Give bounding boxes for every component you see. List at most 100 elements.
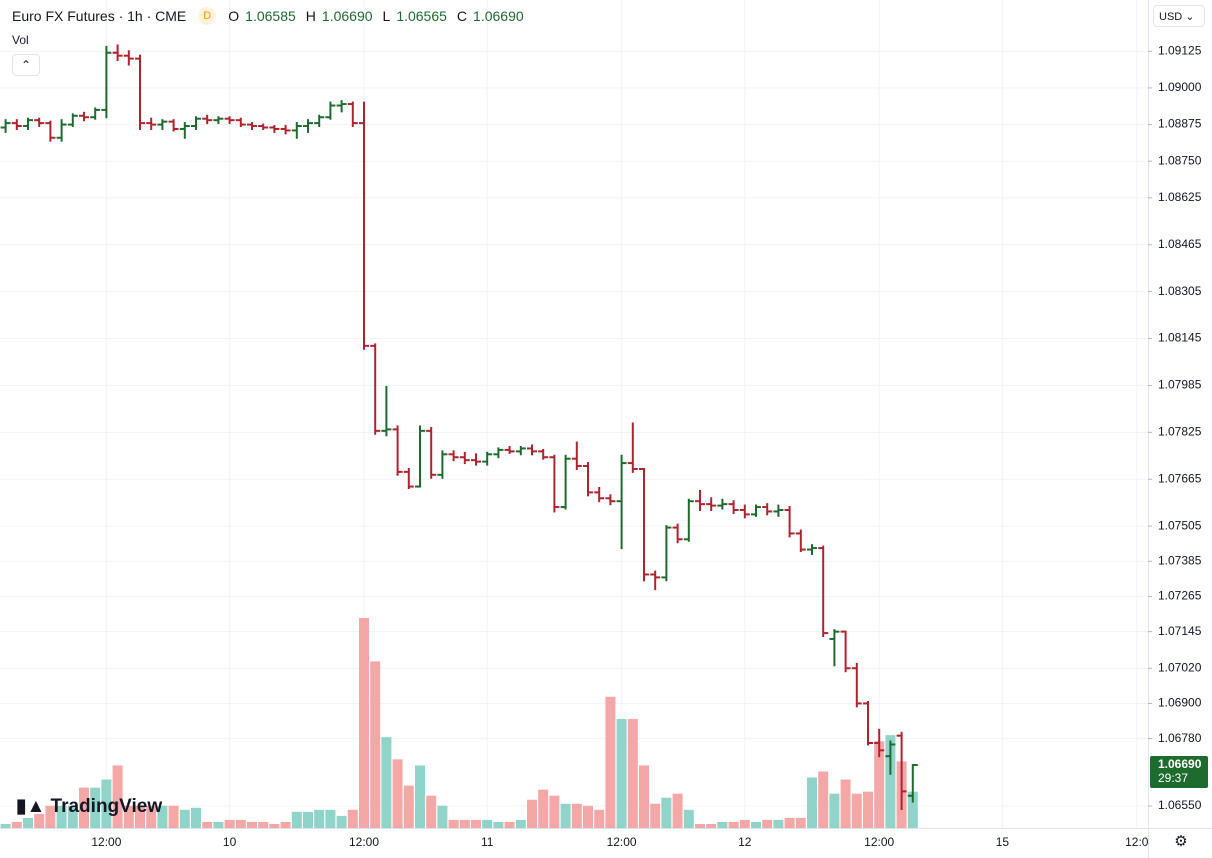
volume-bar bbox=[818, 771, 829, 828]
volume-bar bbox=[863, 791, 873, 828]
volume-bar bbox=[437, 805, 448, 828]
volume-label: Vol bbox=[12, 33, 29, 47]
y-tick-label: 1.08750 bbox=[1158, 153, 1202, 167]
volume-bar bbox=[11, 821, 22, 828]
volume-bar bbox=[213, 821, 224, 828]
volume-bar bbox=[403, 785, 414, 828]
volume-bar bbox=[549, 795, 560, 828]
collapse-button[interactable]: ⌃ bbox=[12, 54, 40, 76]
volume-bar bbox=[45, 805, 56, 828]
volume-bar bbox=[661, 797, 672, 828]
volume-bar bbox=[571, 803, 582, 828]
volume-bar bbox=[874, 741, 885, 828]
volume-bar bbox=[392, 759, 403, 828]
volume-bar bbox=[381, 737, 392, 828]
volume-bar bbox=[90, 787, 101, 828]
low-value: 1.06565 bbox=[396, 8, 447, 24]
y-tick-label: 1.08145 bbox=[1158, 331, 1202, 345]
volume-bar bbox=[415, 765, 425, 828]
volume-bar bbox=[370, 661, 381, 828]
axes: 1.09125 1.09000 1.08875 1.08750 1.08625 1.084… bbox=[91, 43, 1201, 849]
price-tag bbox=[1150, 756, 1208, 788]
volume-bar bbox=[448, 819, 459, 828]
y-tick-label: 1.07145 bbox=[1158, 624, 1202, 638]
y-tick-label: 1.07505 bbox=[1158, 518, 1202, 532]
y-tick-label: 1.06900 bbox=[1158, 696, 1202, 710]
y-tick-label: 1.08625 bbox=[1158, 190, 1202, 204]
logo[interactable]: ▮▲ TradingView bbox=[16, 796, 163, 817]
volume-bar bbox=[493, 821, 504, 828]
volume-bar bbox=[303, 811, 313, 828]
y-tick-label: 1.09125 bbox=[1158, 43, 1202, 57]
y-tick-label: 1.07825 bbox=[1158, 424, 1202, 438]
volume-bar bbox=[583, 805, 593, 828]
volume-bar bbox=[538, 789, 549, 828]
price-tag-countdown: 29:37 bbox=[1158, 771, 1188, 785]
volume-bar bbox=[751, 821, 761, 828]
volume-bar bbox=[247, 821, 257, 828]
logo-text: TradingView bbox=[50, 796, 163, 817]
volume-bar bbox=[347, 809, 358, 828]
y-tick-label: 1.09000 bbox=[1158, 80, 1202, 94]
x-tick-label: 11 bbox=[481, 835, 494, 849]
volume-bar bbox=[885, 735, 896, 828]
grid bbox=[0, 0, 1148, 828]
volume-bar bbox=[179, 809, 190, 828]
volume-bar bbox=[672, 793, 683, 828]
volume-bar bbox=[784, 817, 795, 828]
volume-bar bbox=[258, 821, 269, 828]
low-prefix: L bbox=[382, 8, 391, 24]
volume-bar bbox=[459, 819, 470, 828]
y-tick-label: 1.08465 bbox=[1158, 237, 1202, 251]
volume-bar bbox=[79, 787, 89, 828]
y-tick-label: 1.06550 bbox=[1158, 798, 1202, 812]
volume-bar bbox=[224, 819, 235, 828]
volume-bar bbox=[314, 809, 325, 828]
volume-bar bbox=[146, 805, 157, 828]
volume-bar bbox=[0, 823, 11, 828]
volume-bar bbox=[795, 817, 806, 828]
volume-bar bbox=[695, 823, 705, 828]
volume-bar bbox=[23, 817, 33, 828]
volume-bar bbox=[739, 819, 750, 828]
volume-bar bbox=[482, 819, 493, 828]
x-tick-label: 12:00 bbox=[91, 835, 121, 849]
delay-badge[interactable]: D bbox=[198, 7, 217, 25]
x-tick-label: 12:0 bbox=[1125, 835, 1149, 849]
volume-bar bbox=[762, 819, 773, 828]
close-value: 1.06690 bbox=[473, 8, 524, 24]
volume-bar bbox=[359, 618, 369, 828]
volume-bar bbox=[168, 805, 179, 828]
volume-bar bbox=[594, 809, 605, 828]
volume-bar bbox=[683, 809, 694, 828]
open-prefix: O bbox=[228, 8, 240, 24]
volume-bar bbox=[135, 805, 145, 828]
x-tick-label: 12:00 bbox=[864, 835, 894, 849]
volume-bar bbox=[616, 718, 627, 828]
settings-button[interactable]: ⚙ bbox=[1174, 833, 1188, 850]
high-value: 1.06690 bbox=[321, 8, 373, 24]
volume-bar bbox=[650, 803, 661, 828]
volume-bar bbox=[851, 793, 862, 828]
y-tick-label: 1.07985 bbox=[1158, 378, 1202, 392]
currency-select[interactable]: USD ⌄ bbox=[1153, 5, 1205, 27]
y-tick-label: 1.07265 bbox=[1158, 589, 1202, 603]
volume-bar bbox=[235, 819, 246, 828]
x-tick-label: 15 bbox=[996, 835, 1010, 849]
x-tick-label: 12:00 bbox=[607, 835, 637, 849]
volume-bar bbox=[291, 811, 302, 828]
volume-bar bbox=[280, 821, 291, 828]
y-tick-label: 1.06780 bbox=[1158, 731, 1202, 745]
volume-bar bbox=[67, 805, 78, 828]
volume-bar bbox=[639, 765, 649, 828]
volume-bar bbox=[840, 779, 851, 828]
volume-bar bbox=[101, 779, 112, 828]
price-bars bbox=[0, 44, 918, 810]
price-tag-price: 1.06690 bbox=[1158, 757, 1202, 771]
y-tick-label: 1.08875 bbox=[1158, 117, 1202, 131]
x-tick-label: 12:00 bbox=[349, 835, 379, 849]
volume-bar bbox=[336, 815, 347, 828]
